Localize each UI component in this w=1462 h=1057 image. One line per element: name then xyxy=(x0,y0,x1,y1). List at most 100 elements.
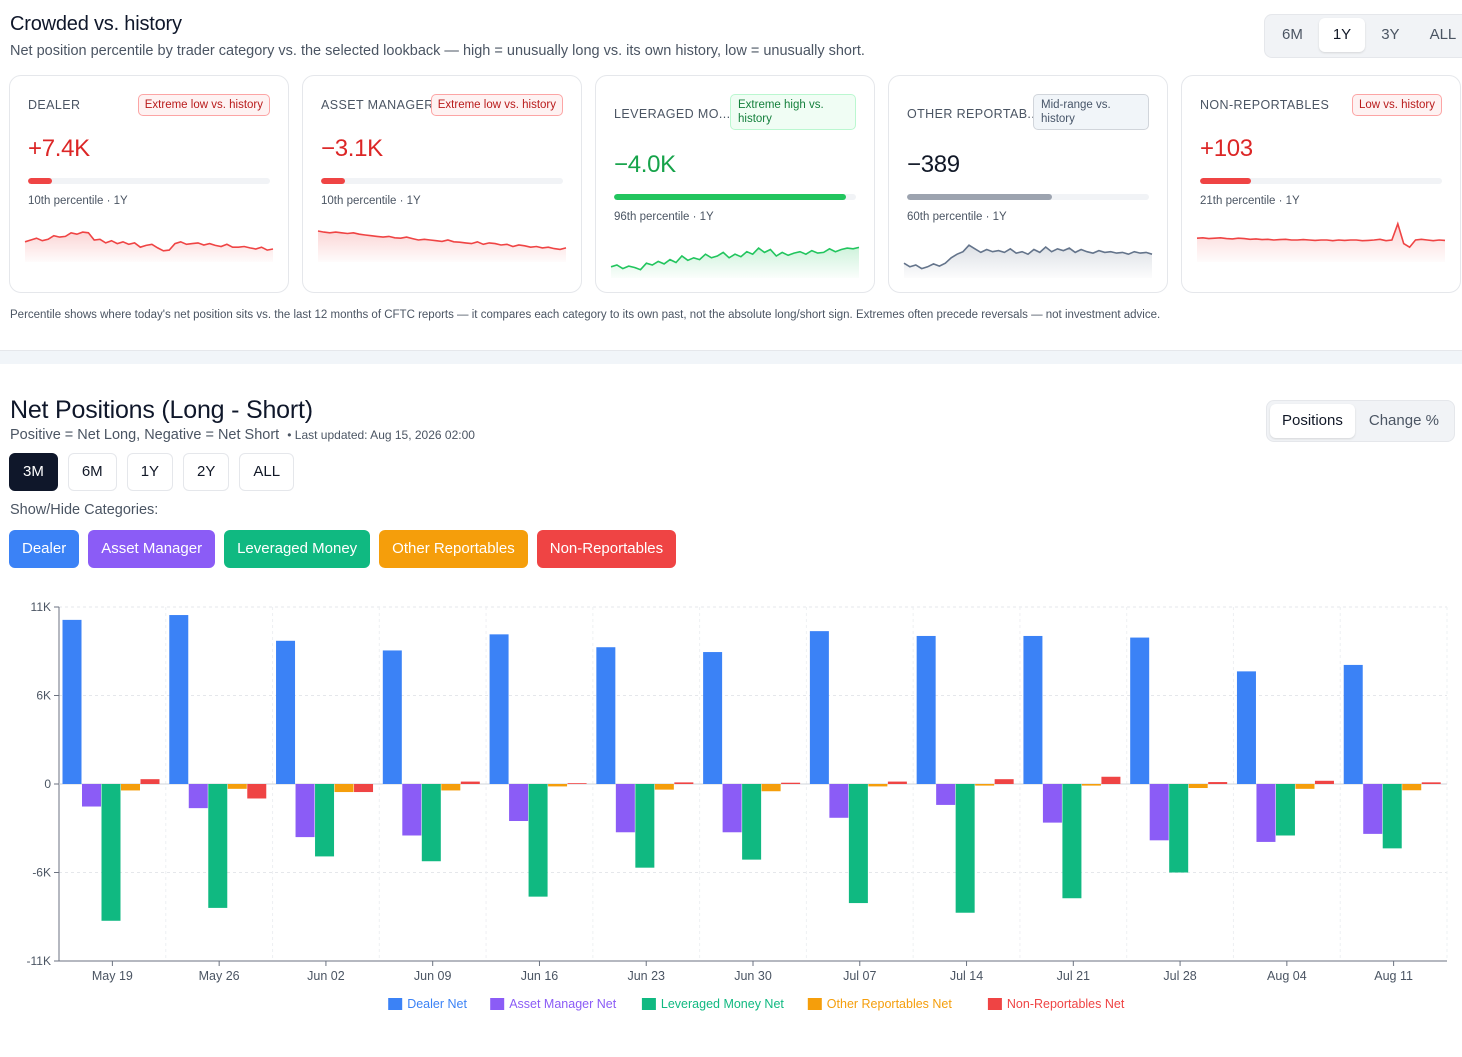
net-position-value: +7.4K xyxy=(28,135,90,162)
lookback-option-all[interactable]: ALL xyxy=(1429,26,1457,43)
bar-other-reportables-net xyxy=(1402,784,1422,791)
card-label: DEALER xyxy=(28,98,81,112)
legend-label: Leveraged Money Net xyxy=(661,997,785,1011)
y-tick-label: 6K xyxy=(36,689,51,703)
bar-other-reportables-net xyxy=(654,784,674,790)
sparkline-line xyxy=(903,244,1153,270)
mode-option-change-pct[interactable]: Change % xyxy=(1368,412,1439,429)
bar-leveraged-money-net xyxy=(635,784,655,868)
legend-label: Non-Reportables Net xyxy=(1007,997,1125,1011)
percentile-bar xyxy=(907,194,1149,200)
bar-dealer-net xyxy=(62,619,82,784)
sparkline-line xyxy=(24,231,274,252)
bar-dealer-net xyxy=(1343,664,1363,784)
range-button-all[interactable]: ALL xyxy=(239,453,295,491)
bar-non-reportables-net xyxy=(140,779,160,784)
mode-selector: Positions Change % xyxy=(1266,400,1455,442)
bar-leveraged-money-net xyxy=(955,784,975,913)
percentile-bar xyxy=(321,178,563,184)
bar-other-reportables-net xyxy=(121,784,140,791)
y-tick-label: 11K xyxy=(31,600,51,614)
bar-asset-manager-net xyxy=(402,784,422,836)
category-toggle-other-reportables[interactable]: Other Reportables xyxy=(379,530,528,568)
bar-non-reportables-net xyxy=(674,782,694,784)
bar-dealer-net xyxy=(916,635,936,784)
bar-leveraged-money-net xyxy=(1382,784,1402,849)
x-tick-label: Aug 11 xyxy=(1374,969,1413,983)
net-positions-title: Net Positions (Long - Short) xyxy=(10,396,313,424)
bar-leveraged-money-net xyxy=(1169,784,1189,873)
percentile-text: 10th percentile · 1Y xyxy=(321,195,421,207)
range-button-3m[interactable]: 3M xyxy=(9,453,58,491)
percentile-text: 96th percentile · 1Y xyxy=(614,211,714,223)
bar-dealer-net xyxy=(1236,671,1256,784)
bar-non-reportables-net xyxy=(1314,780,1334,784)
range-button-6m[interactable]: 6M xyxy=(67,453,117,491)
y-tick-label: -11K xyxy=(27,954,51,968)
legend-label: Asset Manager Net xyxy=(509,997,617,1011)
legend-swatch xyxy=(807,998,822,1010)
history-badge: Mid-range vs. history xyxy=(1033,94,1149,130)
mode-option-positions[interactable]: Positions xyxy=(1270,404,1355,438)
history-badge: Extreme low vs. history xyxy=(430,94,563,116)
lookback-option-3y[interactable]: 3Y xyxy=(1381,26,1400,43)
x-tick-label: Jul 28 xyxy=(1163,969,1196,983)
legend-label: Dealer Net xyxy=(407,997,467,1011)
percentile-bar xyxy=(1200,178,1442,184)
bar-asset-manager-net xyxy=(1149,784,1169,841)
crowded-card: DEALER Extreme low vs. history +7.4K 10th p… xyxy=(9,75,289,293)
bar-other-reportables-net xyxy=(1188,784,1208,789)
lookback-option-1y[interactable]: 1Y xyxy=(1318,18,1366,52)
category-toggle-leveraged-money[interactable]: Leveraged Money xyxy=(224,530,371,568)
bar-asset-manager-net xyxy=(1256,784,1276,842)
bar-dealer-net xyxy=(382,650,402,784)
net-position-value: −389 xyxy=(907,151,960,178)
sparkline xyxy=(24,231,274,262)
percentile-bar xyxy=(28,178,270,184)
bar-other-reportables-net xyxy=(975,784,995,786)
bar-other-reportables-net xyxy=(1081,784,1101,786)
sparkline xyxy=(903,244,1153,278)
bar-dealer-net xyxy=(703,652,723,784)
legend-swatch xyxy=(388,998,403,1010)
bar-asset-manager-net xyxy=(829,784,849,818)
bar-leveraged-money-net xyxy=(742,784,762,860)
percentile-bar-fill xyxy=(321,178,346,184)
net-position-value: −3.1K xyxy=(321,135,383,162)
bar-asset-manager-net xyxy=(615,784,635,833)
x-tick-label: Jun 16 xyxy=(521,969,559,983)
card-label: LEVERAGED MO... xyxy=(614,107,731,121)
bar-asset-manager-net xyxy=(188,784,208,809)
bar-non-reportables-net xyxy=(247,784,267,799)
bar-dealer-net xyxy=(596,647,616,784)
x-tick-label: Jun 02 xyxy=(307,969,345,983)
bar-non-reportables-net xyxy=(460,781,480,784)
percentile-bar-fill xyxy=(28,178,53,184)
y-tick-label: -6K xyxy=(32,866,51,880)
percentile-bar-fill xyxy=(907,194,1053,200)
sparkline xyxy=(610,246,860,278)
bar-asset-manager-net xyxy=(295,784,315,838)
x-tick-label: May 19 xyxy=(92,969,133,983)
card-label: ASSET MANAGER xyxy=(321,98,434,112)
bar-dealer-net xyxy=(489,634,509,784)
sparkline-area xyxy=(1197,223,1445,262)
range-button-2y[interactable]: 2Y xyxy=(183,453,230,491)
sparkline-area xyxy=(318,231,566,262)
bar-non-reportables-net xyxy=(567,783,587,784)
category-toggle-asset-manager[interactable]: Asset Manager xyxy=(88,530,216,568)
sparkline-line xyxy=(1196,221,1446,249)
bar-leveraged-money-net xyxy=(315,784,335,857)
range-button-1y[interactable]: 1Y xyxy=(126,453,174,491)
lookback-option-6m[interactable]: 6M xyxy=(1282,26,1303,43)
sparkline-area xyxy=(611,247,859,278)
percentile-footnote: Percentile shows where today's net posit… xyxy=(10,309,1161,321)
category-toggle-non-reportables[interactable]: Non-Reportables xyxy=(536,530,677,568)
x-tick-label: Aug 04 xyxy=(1267,969,1307,983)
sparkline xyxy=(1196,221,1446,262)
bar-other-reportables-net xyxy=(548,784,568,787)
bar-other-reportables-net xyxy=(227,784,247,789)
bar-leveraged-money-net xyxy=(1275,784,1295,836)
net-position-value: +103 xyxy=(1200,135,1253,162)
category-toggle-dealer[interactable]: Dealer xyxy=(9,530,80,568)
